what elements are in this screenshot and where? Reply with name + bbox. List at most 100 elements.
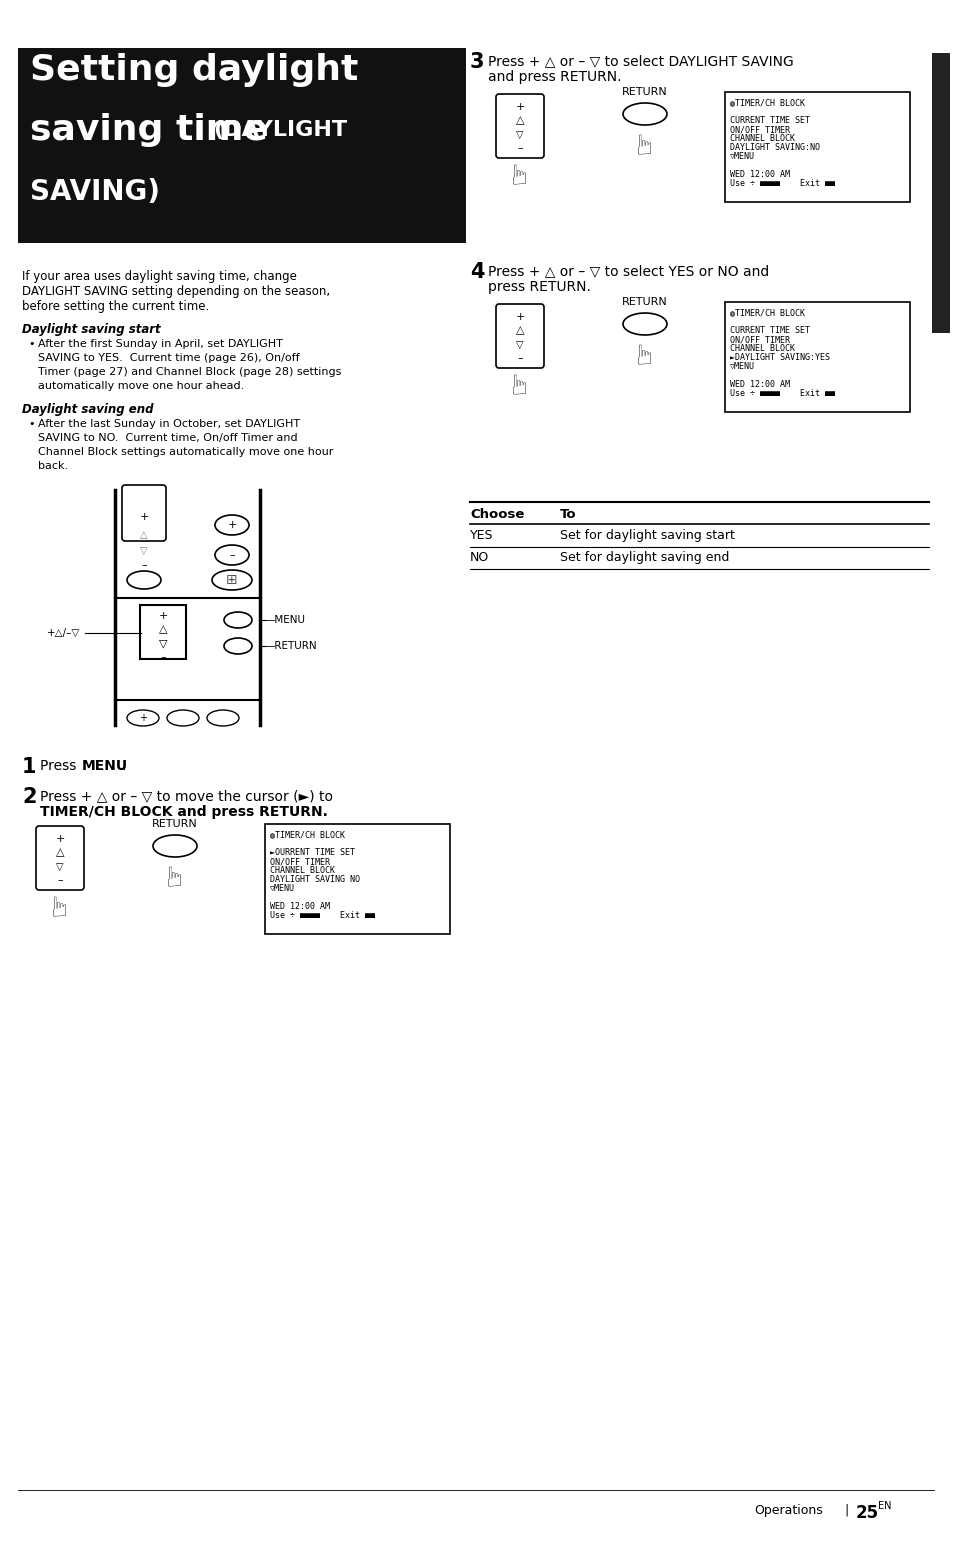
Text: +: + bbox=[55, 834, 65, 844]
Text: After the first Sunday in April, set DAYLIGHT: After the first Sunday in April, set DAY… bbox=[38, 339, 283, 350]
FancyBboxPatch shape bbox=[122, 485, 166, 541]
Text: Press + △ or – ▽ to move the cursor (►) to: Press + △ or – ▽ to move the cursor (►) … bbox=[40, 789, 333, 803]
Text: ☞: ☞ bbox=[46, 891, 74, 916]
Ellipse shape bbox=[207, 710, 239, 726]
Text: WED 12:00 AM: WED 12:00 AM bbox=[729, 379, 789, 389]
Text: CHANNEL BLOCK: CHANNEL BLOCK bbox=[270, 866, 335, 875]
Text: ▽: ▽ bbox=[516, 130, 523, 140]
Text: –: – bbox=[229, 550, 234, 560]
Text: +: + bbox=[227, 521, 236, 530]
Text: Timer (page 27) and Channel Block (page 28) settings: Timer (page 27) and Channel Block (page … bbox=[38, 367, 341, 376]
Ellipse shape bbox=[224, 638, 252, 654]
Text: 4: 4 bbox=[470, 262, 484, 282]
Text: +: + bbox=[158, 612, 168, 621]
Text: DAYLIGHT SAVING NO: DAYLIGHT SAVING NO bbox=[270, 875, 359, 884]
Text: YES: YES bbox=[470, 528, 493, 543]
Text: CHANNEL BLOCK: CHANNEL BLOCK bbox=[729, 133, 794, 143]
Text: ☞: ☞ bbox=[161, 861, 189, 886]
Ellipse shape bbox=[127, 571, 161, 590]
Ellipse shape bbox=[622, 314, 666, 336]
Text: –: – bbox=[517, 143, 522, 154]
Text: △: △ bbox=[158, 624, 167, 633]
Text: Channel Block settings automatically move one hour: Channel Block settings automatically mov… bbox=[38, 447, 333, 456]
Text: saving time: saving time bbox=[30, 113, 280, 147]
Text: Operations: Operations bbox=[753, 1504, 821, 1516]
Text: 3: 3 bbox=[470, 52, 484, 72]
Text: ▽MENU: ▽MENU bbox=[729, 362, 754, 372]
FancyBboxPatch shape bbox=[724, 303, 909, 412]
Text: CHANNEL BLOCK: CHANNEL BLOCK bbox=[729, 343, 794, 353]
Text: △: △ bbox=[55, 847, 64, 858]
Text: +: + bbox=[139, 713, 147, 723]
Text: ☞: ☞ bbox=[505, 158, 534, 183]
FancyBboxPatch shape bbox=[496, 94, 543, 158]
Ellipse shape bbox=[214, 546, 249, 564]
Text: automatically move one hour ahead.: automatically move one hour ahead. bbox=[38, 381, 244, 390]
Text: RETURN: RETURN bbox=[621, 296, 667, 307]
Text: •: • bbox=[28, 419, 34, 430]
Text: ◍TIMER/CH BLOCK: ◍TIMER/CH BLOCK bbox=[729, 307, 804, 317]
Text: Setting daylight: Setting daylight bbox=[30, 53, 358, 86]
FancyBboxPatch shape bbox=[265, 825, 450, 935]
Ellipse shape bbox=[224, 612, 252, 629]
Text: back.: back. bbox=[38, 461, 68, 470]
Text: ☞: ☞ bbox=[505, 368, 534, 394]
Text: ▽: ▽ bbox=[516, 340, 523, 350]
Text: –: – bbox=[160, 652, 166, 662]
Text: ►OURRENT TIME SET: ►OURRENT TIME SET bbox=[270, 848, 355, 858]
Text: Set for daylight saving start: Set for daylight saving start bbox=[559, 528, 734, 543]
Text: Use ÷ ■■■■    Exit ■■: Use ÷ ■■■■ Exit ■■ bbox=[729, 179, 834, 188]
Text: Set for daylight saving end: Set for daylight saving end bbox=[559, 550, 729, 564]
Text: ON/OFF TIMER: ON/OFF TIMER bbox=[270, 858, 330, 866]
Text: SAVING to NO.  Current time, On/off Timer and: SAVING to NO. Current time, On/off Timer… bbox=[38, 433, 297, 444]
Text: –: – bbox=[141, 560, 147, 571]
Text: DAYLIGHT SAVING:NO: DAYLIGHT SAVING:NO bbox=[729, 143, 820, 152]
Text: ON/OFF TIMER: ON/OFF TIMER bbox=[729, 125, 789, 133]
Text: ▽: ▽ bbox=[158, 638, 167, 648]
Text: SAVING): SAVING) bbox=[30, 179, 160, 205]
Text: Press + △ or – ▽ to select DAYLIGHT SAVING: Press + △ or – ▽ to select DAYLIGHT SAVI… bbox=[488, 53, 793, 67]
Text: 2: 2 bbox=[22, 787, 36, 808]
Text: •: • bbox=[28, 339, 34, 350]
Text: 25: 25 bbox=[855, 1504, 879, 1523]
Text: Daylight saving start: Daylight saving start bbox=[22, 323, 160, 336]
Ellipse shape bbox=[214, 514, 249, 535]
Text: △: △ bbox=[516, 114, 524, 125]
Text: —MENU: —MENU bbox=[265, 615, 306, 626]
Text: before setting the current time.: before setting the current time. bbox=[22, 299, 209, 314]
Ellipse shape bbox=[622, 103, 666, 125]
Text: ▽: ▽ bbox=[140, 546, 148, 557]
Text: RETURN: RETURN bbox=[152, 818, 197, 829]
Text: △: △ bbox=[516, 325, 524, 336]
Text: △: △ bbox=[140, 530, 148, 539]
Text: +: + bbox=[139, 513, 149, 522]
FancyBboxPatch shape bbox=[496, 304, 543, 368]
Text: Use ÷ ■■■■    Exit ■■: Use ÷ ■■■■ Exit ■■ bbox=[729, 389, 834, 398]
Text: ☞: ☞ bbox=[630, 129, 659, 154]
Text: +: + bbox=[515, 312, 524, 321]
Text: (DAYLIGHT: (DAYLIGHT bbox=[213, 121, 347, 140]
Text: WED 12:00 AM: WED 12:00 AM bbox=[729, 169, 789, 179]
Text: ▽MENU: ▽MENU bbox=[729, 152, 754, 162]
Text: TIMER/CH BLOCK and press RETURN.: TIMER/CH BLOCK and press RETURN. bbox=[40, 804, 328, 818]
Text: and press RETURN.: and press RETURN. bbox=[488, 71, 620, 85]
Text: CURRENT TIME SET: CURRENT TIME SET bbox=[729, 326, 809, 336]
Text: 1: 1 bbox=[22, 757, 36, 778]
Ellipse shape bbox=[167, 710, 199, 726]
Text: MENU: MENU bbox=[82, 759, 128, 773]
Text: ON/OFF TIMER: ON/OFF TIMER bbox=[729, 336, 789, 343]
Text: Daylight saving end: Daylight saving end bbox=[22, 403, 153, 416]
Text: –: – bbox=[57, 875, 63, 884]
Text: Press: Press bbox=[40, 759, 81, 773]
Text: CURRENT TIME SET: CURRENT TIME SET bbox=[729, 116, 809, 125]
Text: After the last Sunday in October, set DAYLIGHT: After the last Sunday in October, set DA… bbox=[38, 419, 300, 430]
Text: Press + △ or – ▽ to select YES or NO and: Press + △ or – ▽ to select YES or NO and bbox=[488, 263, 768, 278]
Text: ▽MENU: ▽MENU bbox=[270, 884, 294, 894]
Ellipse shape bbox=[127, 710, 159, 726]
Text: |: | bbox=[843, 1504, 847, 1516]
Text: SAVING to YES.  Current time (page 26), On/off: SAVING to YES. Current time (page 26), O… bbox=[38, 353, 299, 364]
Text: To: To bbox=[559, 508, 576, 521]
Text: WED 12:00 AM: WED 12:00 AM bbox=[270, 902, 330, 911]
FancyBboxPatch shape bbox=[140, 605, 186, 659]
Text: EN: EN bbox=[877, 1501, 890, 1512]
